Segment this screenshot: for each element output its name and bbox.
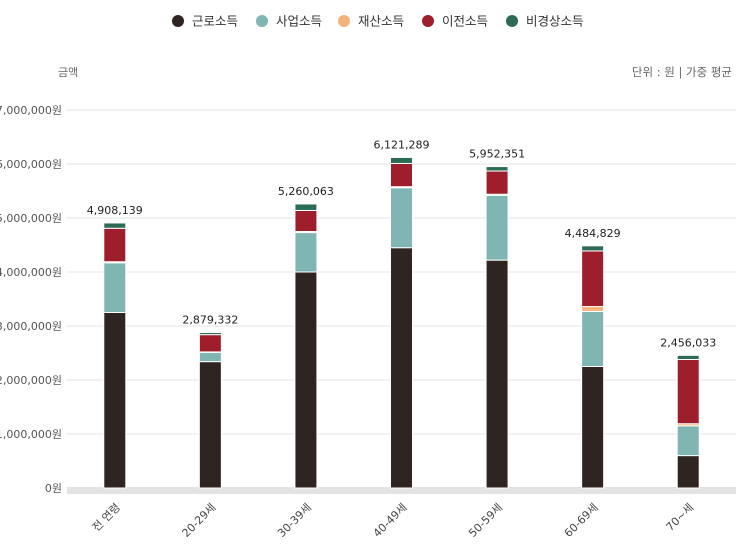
bar-segment: [485, 259, 509, 489]
y-tick-label: 3,000,000원: [0, 320, 62, 333]
bar-segment: [390, 247, 413, 489]
bar-segment: [390, 162, 413, 188]
legend: 근로소득 사업소득 재산소득 이전소득 비경상소득: [172, 14, 584, 29]
bar-segment: [485, 194, 509, 261]
total-label: 4,484,829: [565, 227, 621, 240]
legend-marker: [256, 15, 268, 27]
y-axis-ticks: 0원 1,000,000원 2,000,000원 3,000,000원 4,000,00…: [0, 104, 62, 495]
total-label: 5,260,063: [278, 185, 334, 198]
legend-marker: [506, 15, 518, 27]
total-label: 2,879,332: [182, 314, 238, 327]
bar-segment: [198, 332, 222, 336]
bar-segment: [103, 262, 127, 314]
x-tick-label: 전 연령: [90, 501, 123, 534]
bar-segment: [103, 227, 127, 263]
bar-segment: [198, 334, 222, 353]
bar-segment: [581, 306, 605, 312]
legend-marker: [172, 15, 184, 27]
x-tick-label: 20-29세: [180, 501, 219, 540]
bar-segment: [676, 354, 700, 360]
legend-marker: [422, 15, 434, 27]
x-tick-label: 30-39세: [275, 501, 314, 540]
x-axis-band: [67, 487, 736, 494]
bar-segment: [581, 366, 605, 489]
legend-label: 사업소득: [276, 14, 322, 29]
legend-label: 비경상소득: [526, 14, 584, 29]
bar-segment: [294, 203, 318, 211]
x-tick-label: 40-49세: [371, 501, 410, 540]
total-label: 5,952,351: [469, 148, 525, 161]
unit-note: 단위 : 원 | 가중 평균: [632, 65, 732, 79]
bar-segment: [676, 358, 700, 425]
bar-segment: [676, 455, 700, 489]
x-axis-ticks: 전 연령 20-29세 30-39세 40-49세 50-59세 60-69세 70~세: [90, 501, 697, 540]
bar-segment: [103, 312, 127, 489]
total-label: 2,456,033: [660, 336, 716, 349]
x-tick-label: 60-69세: [562, 501, 601, 540]
total-label: 4,908,139: [87, 204, 143, 217]
y-tick-label: 5,000,000원: [0, 212, 62, 225]
legend-label: 근로소득: [192, 14, 238, 29]
bar-segment: [103, 222, 127, 229]
bar-segment: [294, 232, 318, 273]
bar-segment: [485, 170, 509, 195]
bar-segment: [390, 156, 413, 164]
bar-segment: [676, 425, 700, 457]
y-tick-label: 6,000,000원: [0, 158, 62, 171]
bars: [103, 156, 700, 489]
bar-segment: [390, 187, 413, 249]
y-axis-title: 금액: [58, 66, 78, 79]
y-tick-label: 7,000,000원: [0, 104, 62, 117]
legend-label: 재산소득: [358, 14, 404, 29]
y-tick-label: 0원: [45, 482, 62, 495]
y-tick-label: 2,000,000원: [0, 374, 62, 387]
legend-marker: [338, 15, 350, 27]
total-label: 6,121,289: [374, 138, 430, 151]
bar-segment: [581, 245, 605, 252]
bar-segment: [294, 271, 318, 489]
bar-segment: [198, 351, 222, 363]
y-tick-label: 1,000,000원: [0, 428, 62, 441]
x-tick-label: 50-59세: [466, 501, 505, 540]
legend-label: 이전소득: [442, 14, 488, 29]
bar-segment: [581, 250, 605, 308]
y-tick-label: 4,000,000원: [0, 266, 62, 279]
bar-segment: [581, 310, 605, 368]
bar-segment: [198, 361, 222, 489]
bar-segment: [485, 166, 509, 172]
bar-segment: [294, 209, 318, 233]
total-labels: 4,908,139 2,879,332 5,260,063 6,121,289 5,95…: [87, 138, 716, 349]
x-tick-label: 70~세: [664, 501, 697, 534]
